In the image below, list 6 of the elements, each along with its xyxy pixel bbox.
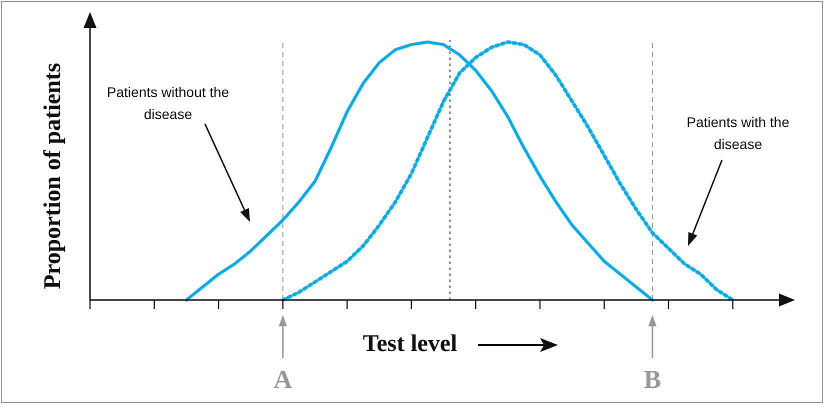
y-axis-title: Proportion of patients xyxy=(40,62,66,290)
text: A xyxy=(273,365,292,394)
text: B xyxy=(644,365,662,394)
annotation: Patients with the disease xyxy=(686,114,790,152)
x-axis-title: Test level xyxy=(362,331,458,358)
annotation: Patients without the disease xyxy=(106,84,230,122)
